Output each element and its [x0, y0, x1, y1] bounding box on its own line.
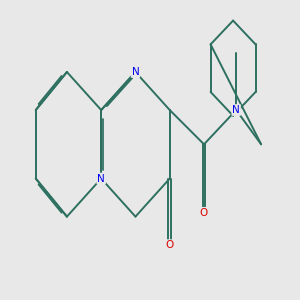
Text: N: N: [97, 173, 105, 184]
Text: O: O: [166, 240, 174, 250]
Text: N: N: [132, 67, 139, 77]
Text: N: N: [232, 105, 240, 115]
Text: O: O: [200, 208, 208, 218]
